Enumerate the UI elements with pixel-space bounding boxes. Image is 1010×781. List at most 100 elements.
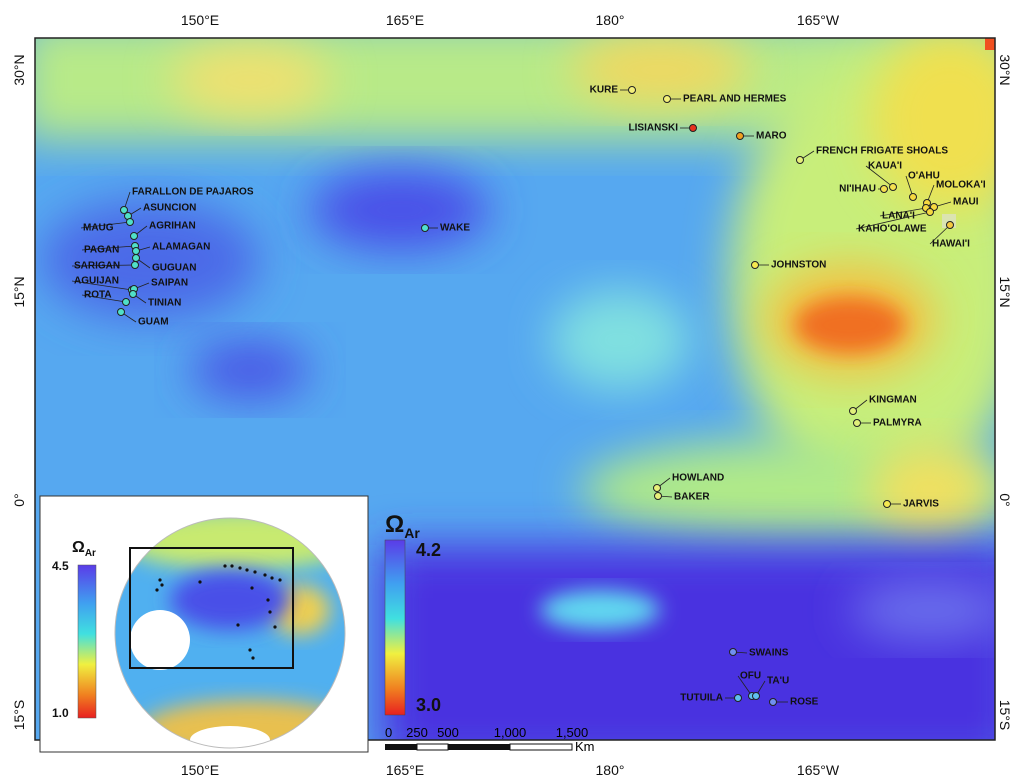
island-marker (130, 232, 138, 240)
inset-island-dot (270, 576, 274, 580)
island-marker (129, 290, 137, 298)
island-marker (926, 208, 934, 216)
inset: ΩAr 4.5 1.0 (39, 495, 369, 753)
inset-island-dot (268, 610, 272, 614)
inset-extent (129, 547, 294, 669)
inset-legend-min: 1.0 (52, 706, 69, 720)
island-label: SWAINS (749, 648, 789, 659)
island-marker (689, 124, 697, 132)
legend-colorbar (384, 539, 406, 716)
island-marker (117, 308, 125, 316)
leader-line (865, 165, 894, 188)
island-label: ROTA (84, 290, 112, 301)
island-marker (654, 492, 662, 500)
island-label: JARVIS (903, 499, 939, 510)
leader-line (71, 280, 133, 291)
scale-bar: Km 0 250 500 1,000 1,500 (385, 725, 595, 754)
island-label: FRENCH FRIGATE SHOALS (816, 146, 948, 157)
island-layer: KURE PEARL AND HERMES LISIANSKI MARO FRENCH … (71, 85, 986, 708)
lat-label-right: 0° (997, 493, 1010, 506)
island-label: GUGUAN (152, 263, 196, 274)
island-marker (122, 298, 130, 306)
island-label: AGRIHAN (149, 221, 196, 232)
lon-label-bottom: 165°E (386, 762, 424, 778)
island-marker (909, 193, 917, 201)
globe-outline (114, 517, 346, 749)
island-label: LISIANSKI (629, 123, 679, 134)
island-label: PEARL AND HERMES (683, 94, 787, 105)
island-label: KAHO'OLAWE (858, 224, 927, 235)
scale-unit: Km (575, 739, 595, 754)
legend: ΩAr 4.2 3.0 (384, 511, 441, 716)
scale-label: 500 (437, 725, 459, 740)
lat-label-left: 0° (11, 493, 27, 506)
island-marker (126, 218, 134, 226)
island-marker (849, 407, 857, 415)
legend-title: ΩAr (385, 511, 420, 541)
lon-label-bottom: 165°W (797, 762, 840, 778)
inset-island-dot (266, 598, 270, 602)
lon-label-top: 150°E (181, 12, 219, 28)
leader-line (81, 245, 136, 251)
lat-label-left: 30°N (11, 54, 27, 85)
leader-line (879, 207, 927, 217)
inset-island-dot (160, 583, 164, 587)
map-frame (34, 37, 996, 741)
island-marker (663, 95, 671, 103)
lon-label-bottom: 180° (596, 762, 625, 778)
leader-line (81, 294, 127, 303)
ocean-field (35, 38, 995, 740)
island-marker (752, 692, 760, 700)
inset-island-dot (230, 564, 234, 568)
lat-label-right: 30°N (997, 54, 1010, 85)
island-label: OFU (740, 671, 761, 682)
island-label: MARO (756, 131, 787, 142)
island-marker (131, 261, 139, 269)
inset-legend-max: 4.5 (52, 559, 69, 573)
island-label: LANA'I (882, 211, 915, 222)
inset-island-dot (198, 580, 202, 584)
island-label: PALMYRA (873, 418, 922, 429)
inset-island-dot (238, 566, 242, 570)
lon-label-bottom: 150°E (181, 762, 219, 778)
island-label: WAKE (440, 223, 470, 234)
inset-island-dot (155, 588, 159, 592)
island-label: ASUNCION (143, 203, 196, 214)
leader-line (855, 211, 931, 230)
island-marker (132, 254, 140, 262)
island-label: FARALLON DE PAJAROS (132, 187, 254, 198)
lon-label-top: 165°E (386, 12, 424, 28)
island-label: ROSE (790, 697, 819, 708)
island-label: BAKER (674, 492, 710, 503)
scale-label: 250 (406, 725, 428, 740)
island-marker (751, 261, 759, 269)
inset-island-dot (236, 623, 240, 627)
island-marker (421, 224, 429, 232)
leader-line (71, 264, 136, 267)
island-label: JOHNSTON (771, 260, 826, 271)
island-label: TUTUILA (680, 693, 723, 704)
lat-label-left: 15°N (11, 276, 27, 307)
scale-label: 0 (385, 725, 392, 740)
inset-colorbar (77, 564, 97, 719)
island-label: MAUG (83, 223, 114, 234)
scale-label: 1,500 (556, 725, 589, 740)
island-marker (853, 419, 861, 427)
lon-label-top: 165°W (797, 12, 840, 28)
island-marker (889, 183, 897, 191)
island-marker (729, 648, 737, 656)
inset-island-dot (158, 578, 162, 582)
lon-label-top: 180° (596, 12, 625, 28)
leader-line (737, 675, 753, 697)
island-label: KINGMAN (869, 395, 917, 406)
island-label: KAUA'I (868, 161, 902, 172)
graticule-labels: 150°E 150°E 165°E 165°E 180° 180° 165°W 165°W 30… (11, 12, 1010, 778)
inset-island-dot (245, 568, 249, 572)
island-label: MOLOKA'I (936, 180, 986, 191)
island-label: KURE (590, 85, 619, 96)
island-marker (132, 247, 140, 255)
island-label: HAWAI'I (932, 239, 970, 250)
legend-min: 3.0 (416, 695, 441, 715)
inset-island-dot (278, 578, 282, 582)
inset-island-dot (251, 656, 255, 660)
